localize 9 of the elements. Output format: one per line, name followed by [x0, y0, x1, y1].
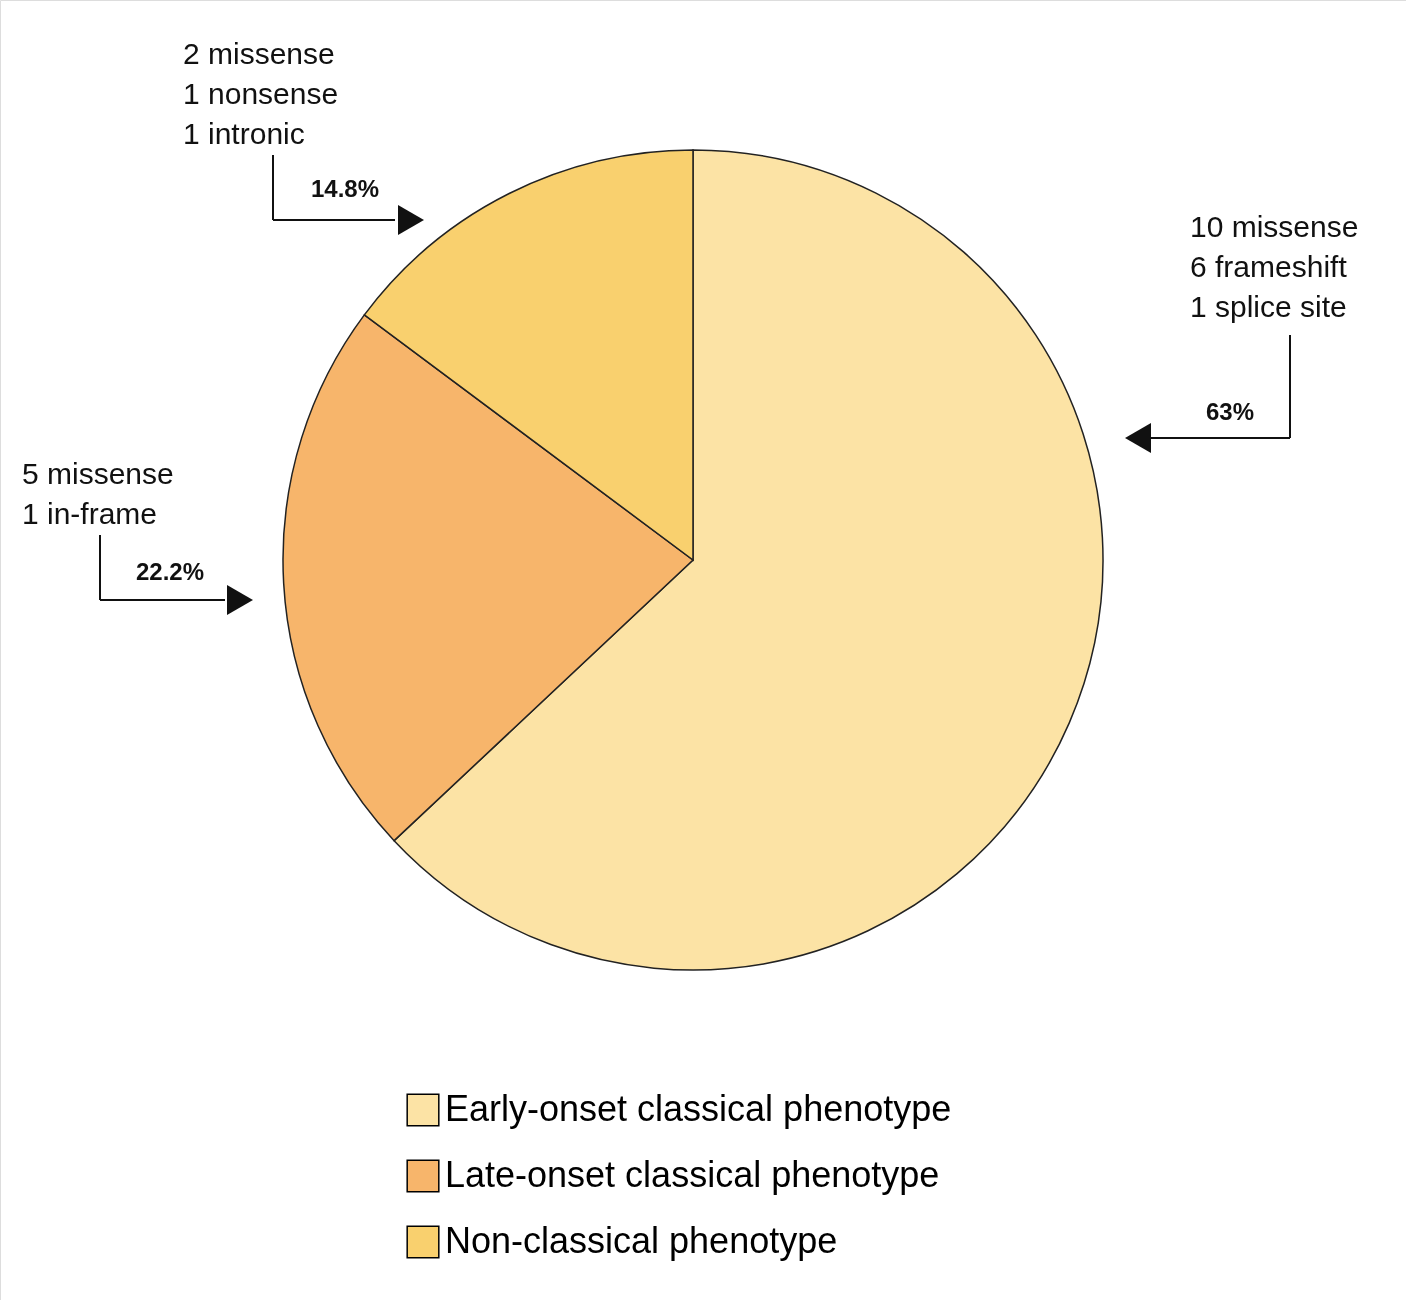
- legend-label: Early-onset classical phenotype: [445, 1088, 952, 1129]
- data-label: 22.2%: [135, 558, 205, 585]
- data-label: 63%: [1205, 398, 1255, 425]
- text: 10 missense 6 frameshift 1 splice site: [1190, 210, 1359, 323]
- text: 2 missense 1 nonsense 1 intronic: [183, 37, 339, 150]
- text: 5 missense 1 in-frame: [22, 457, 174, 530]
- legend-label: Non-classical phenotype: [445, 1220, 838, 1261]
- legend-label: Late-onset classical phenotype: [445, 1154, 940, 1195]
- data-label: 14.8%: [310, 175, 380, 202]
